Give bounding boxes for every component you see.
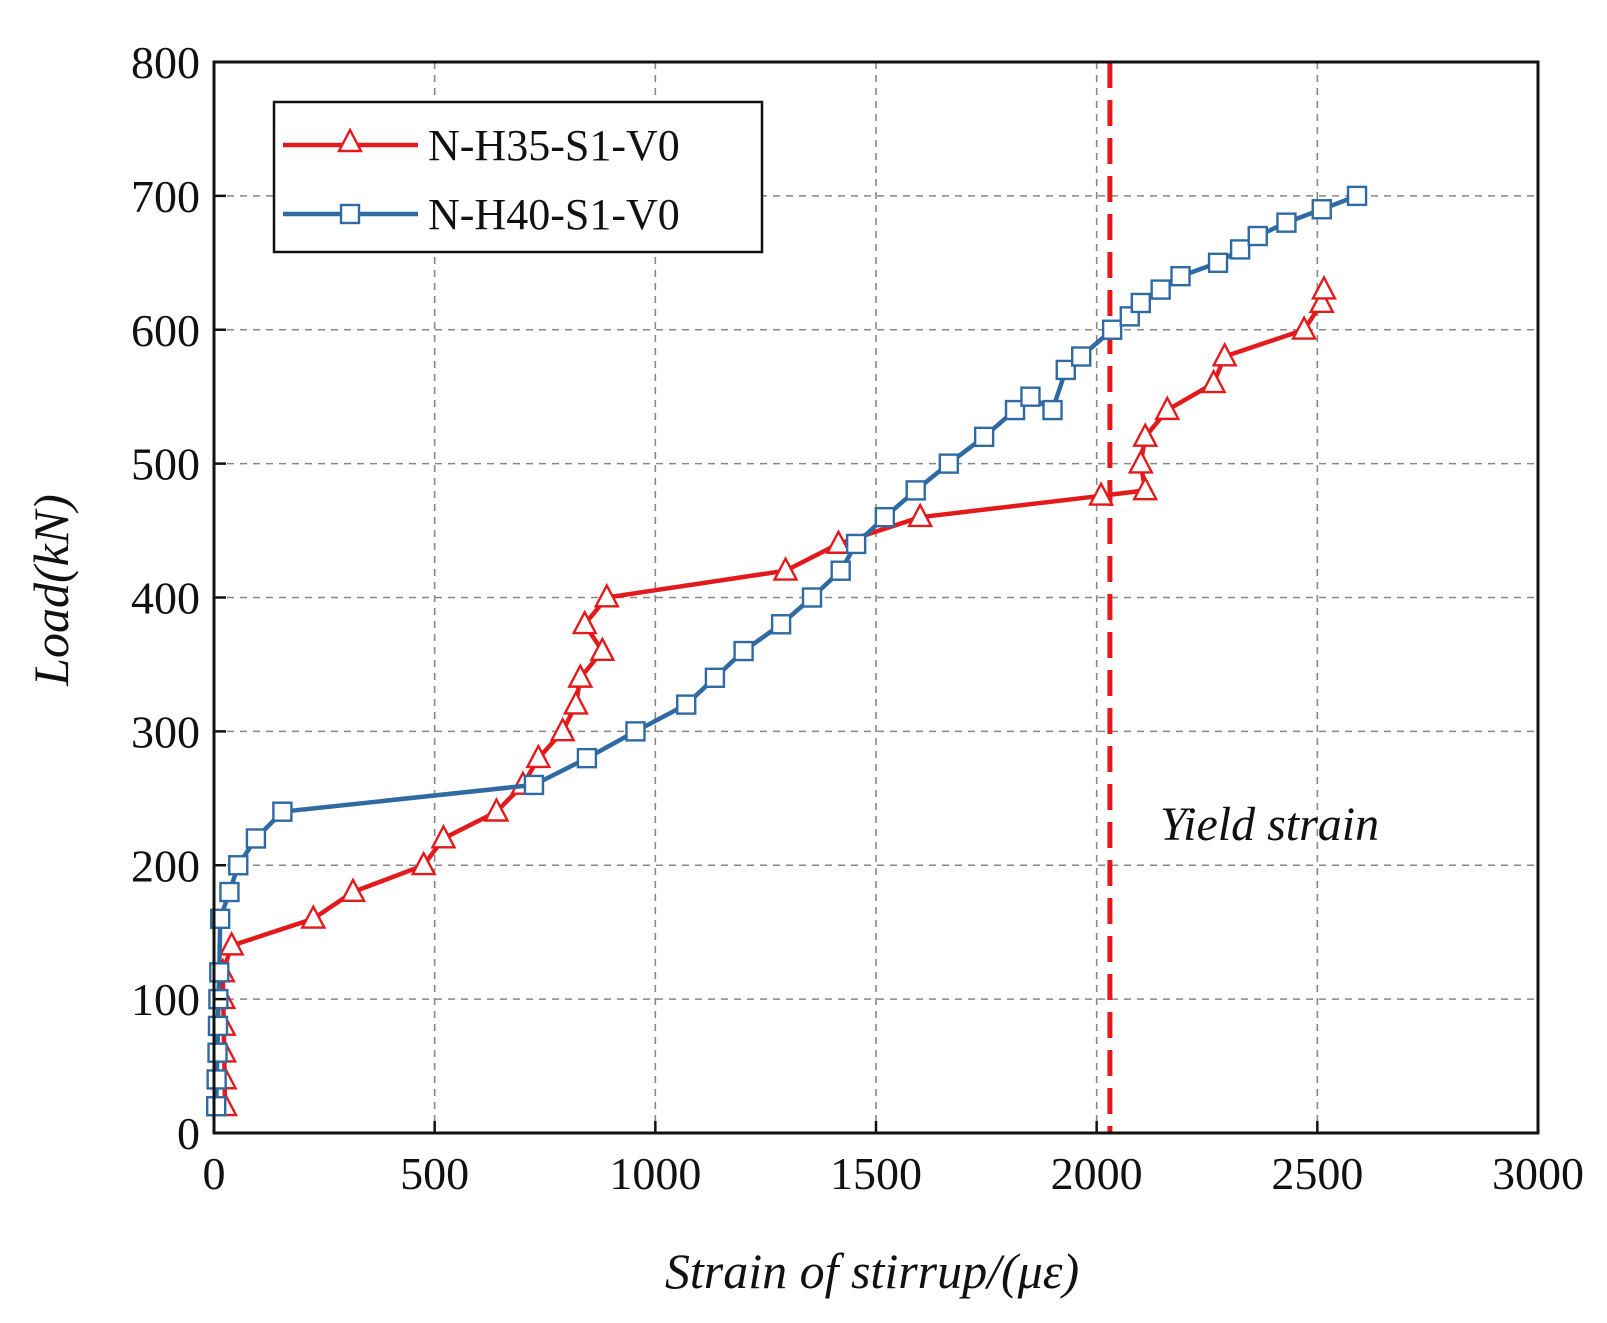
data-point-triangle bbox=[410, 850, 437, 876]
data-point-square bbox=[938, 453, 960, 474]
y-tick-label: 400 bbox=[131, 573, 200, 624]
data-point-square bbox=[207, 1015, 229, 1037]
legend-item-n-h35: N-H35-S1-V0 bbox=[283, 121, 680, 170]
data-point-square bbox=[206, 1096, 227, 1117]
data-point-square bbox=[830, 560, 851, 581]
data-point-triangle bbox=[300, 904, 327, 929]
legend-item-n-h40: N-H40-S1-V0 bbox=[283, 190, 680, 239]
data-point-square bbox=[801, 587, 823, 608]
y-tick-label: 600 bbox=[131, 305, 200, 356]
x-tick-label: 2000 bbox=[1051, 1148, 1143, 1199]
data-point-triangle bbox=[1291, 315, 1318, 340]
series-layer bbox=[206, 185, 1368, 1117]
data-point-square bbox=[207, 1042, 228, 1063]
data-point-square bbox=[206, 1069, 227, 1090]
legend-label-n-h35: N-H35-S1-V0 bbox=[428, 121, 680, 170]
legend-label-n-h40: N-H40-S1-V0 bbox=[428, 190, 680, 239]
data-point-triangle bbox=[549, 716, 576, 742]
data-point-triangle bbox=[1088, 481, 1115, 506]
data-point-triangle bbox=[1310, 274, 1337, 300]
data-point-square bbox=[1150, 279, 1171, 300]
data-point-square bbox=[1247, 225, 1268, 247]
data-point-square bbox=[1276, 212, 1297, 233]
x-tick-label: 500 bbox=[400, 1148, 469, 1199]
data-point-triangle bbox=[525, 743, 552, 769]
y-tick-label: 300 bbox=[131, 706, 200, 757]
data-point-square bbox=[905, 480, 926, 501]
data-point-square bbox=[625, 721, 646, 742]
data-point-triangle bbox=[1211, 341, 1238, 367]
data-point-triangle bbox=[772, 556, 799, 581]
legend-triangle-marker bbox=[337, 127, 363, 153]
data-point-square bbox=[733, 640, 754, 662]
data-point-square bbox=[1311, 199, 1332, 220]
y-tick-label: 700 bbox=[131, 171, 200, 222]
data-point-square bbox=[1042, 399, 1063, 421]
y-tick-label: 500 bbox=[131, 439, 200, 490]
series-n-h35-s1-v0 bbox=[209, 274, 1337, 1117]
yield-strain-annotation: Yield strain bbox=[1160, 798, 1379, 851]
data-point-square bbox=[1071, 346, 1092, 367]
x-tick-label: 1000 bbox=[609, 1148, 701, 1199]
data-point-triangle bbox=[567, 663, 594, 688]
data-point-square bbox=[1020, 386, 1041, 407]
data-point-square bbox=[1170, 266, 1191, 287]
data-point-square bbox=[845, 533, 867, 555]
data-point-triangle bbox=[907, 502, 934, 528]
data-point-square bbox=[272, 801, 293, 822]
x-tick-label: 2500 bbox=[1271, 1148, 1363, 1199]
x-axis-title: Strain of stirrup/(με) bbox=[665, 1243, 1079, 1299]
data-point-triangle bbox=[340, 877, 367, 903]
data-point-triangle bbox=[562, 689, 589, 715]
legend-square-marker bbox=[339, 203, 361, 225]
y-tick-label: 100 bbox=[131, 974, 200, 1025]
data-point-square bbox=[1055, 359, 1076, 381]
x-tick-label: 0 bbox=[203, 1148, 226, 1199]
data-point-triangle bbox=[1132, 475, 1159, 501]
x-tick-label: 1500 bbox=[830, 1148, 922, 1199]
data-point-triangle bbox=[430, 823, 457, 849]
data-point-triangle bbox=[1127, 448, 1154, 474]
data-point-square bbox=[1130, 292, 1152, 314]
series-line bbox=[213, 193, 1358, 1107]
data-point-square bbox=[523, 774, 545, 796]
data-point-square bbox=[1207, 252, 1229, 274]
data-point-triangle bbox=[589, 636, 616, 662]
y-tick-label: 800 bbox=[131, 37, 200, 88]
data-point-square bbox=[1346, 185, 1368, 207]
data-point-square bbox=[1229, 239, 1251, 260]
grid-lines bbox=[214, 62, 1538, 1133]
data-point-triangle bbox=[593, 582, 620, 608]
y-axis-title: Load(kN) bbox=[23, 494, 79, 687]
axis-ticks bbox=[212, 60, 1540, 1135]
data-point-square bbox=[1004, 399, 1026, 421]
data-point-triangle bbox=[1308, 288, 1335, 313]
data-point-square bbox=[209, 908, 231, 929]
data-point-triangle bbox=[825, 529, 852, 554]
data-point-triangle bbox=[483, 797, 510, 822]
data-point-square bbox=[973, 426, 995, 448]
data-point-triangle bbox=[571, 609, 598, 635]
data-point-square bbox=[676, 694, 697, 715]
data-point-square bbox=[704, 667, 726, 689]
data-point-square bbox=[770, 614, 792, 635]
data-point-triangle bbox=[218, 930, 245, 956]
series-n-h40-s1-v0 bbox=[206, 185, 1368, 1117]
data-point-square bbox=[576, 747, 598, 769]
data-point-square bbox=[219, 881, 240, 903]
x-tick-label: 3000 bbox=[1492, 1148, 1584, 1199]
legend-box bbox=[272, 100, 764, 254]
y-tick-label: 200 bbox=[131, 840, 200, 891]
data-point-triangle bbox=[1154, 395, 1181, 421]
data-point-square bbox=[874, 506, 896, 528]
data-point-triangle bbox=[1132, 422, 1159, 447]
data-point-square bbox=[1101, 319, 1123, 340]
data-point-square bbox=[245, 828, 267, 849]
axis-tick-labels: 0 500 1000 1500 2000 2500 3000 0 100 200 300 400 500… bbox=[131, 37, 1584, 1199]
y-tick-label: 0 bbox=[177, 1108, 200, 1159]
data-point-triangle bbox=[1200, 368, 1227, 394]
legend: N-H35-S1-V0 N-H40-S1-V0 bbox=[272, 100, 764, 254]
data-point-square bbox=[228, 855, 249, 876]
